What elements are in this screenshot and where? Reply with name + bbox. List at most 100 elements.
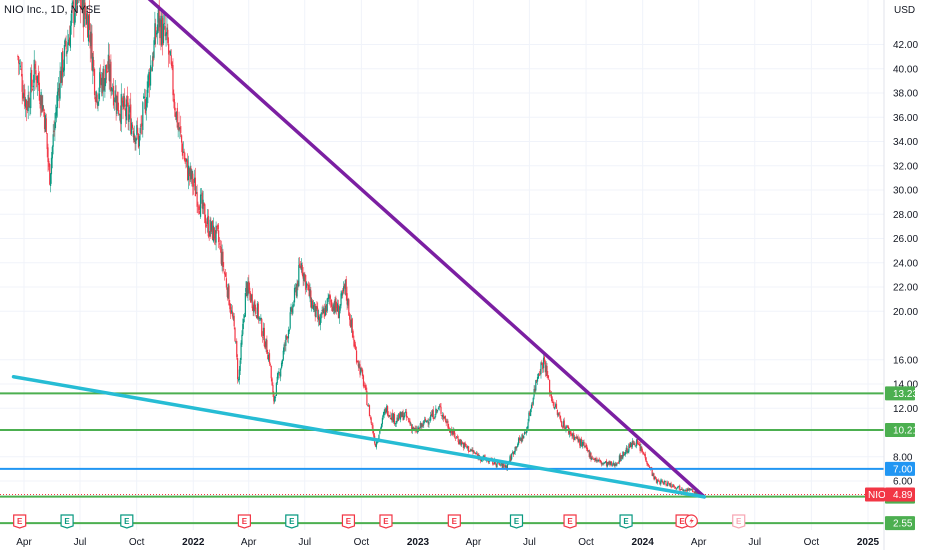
candle-body [693,491,695,495]
candle-body [84,2,86,15]
candle-body [142,102,144,131]
candle-body [321,310,323,312]
candle-body [61,52,63,83]
candle-body [470,449,472,451]
candle-body [94,97,97,102]
candle-body [422,424,424,426]
candle-body [557,413,559,416]
candle-body [19,65,22,67]
candle-body [167,29,169,43]
candle-body [37,76,39,84]
candle-body [313,302,315,308]
candle-body [401,412,403,417]
candle-body [682,490,684,492]
candle-body [52,134,54,147]
candle-body [362,375,365,387]
candle-body [293,304,295,306]
candle-body [660,480,662,485]
candle-body [131,122,133,135]
candle-body [112,89,114,92]
candle-body [363,385,365,387]
candle-body [147,75,149,93]
candle-body [141,123,143,127]
candle-body [153,40,155,58]
candle-body [568,430,571,435]
candle-body [400,412,402,418]
candle-body [670,483,672,487]
candle-body [611,461,613,466]
candle-body [393,414,396,425]
x-tick-label: 2022 [182,537,205,548]
candle-body [616,463,618,466]
candle-body [124,108,127,117]
candle-body [678,485,680,487]
candle-body [53,130,55,132]
candle-body [388,415,390,417]
candle-body [663,481,665,485]
candle-body [168,50,171,53]
candle-body [244,292,246,317]
candle-body [24,89,26,107]
candle-body [119,113,122,123]
candle-body [330,299,333,307]
candle-body [610,461,612,465]
candle-body [451,433,453,435]
candle-body [409,420,411,425]
candle-body [548,378,550,380]
candle-body [361,369,363,371]
candle-body [144,99,146,114]
candle-body [262,336,264,338]
candle-body [308,285,310,297]
candle-body [475,453,477,455]
candle-body [163,23,165,24]
candle-body [326,298,328,311]
candle-body [149,65,152,86]
candle-body [290,306,292,312]
candle-body [673,484,675,487]
candle-body [539,373,541,375]
candle-body [606,462,608,467]
candle-body [513,452,515,455]
candle-body [531,404,533,406]
candle-body [634,443,636,446]
candle-body [685,490,687,491]
candle-body [453,429,455,434]
earnings-event-letter: E [679,517,685,526]
candle-body [45,118,47,133]
candle-body [642,452,645,454]
candle-body [241,334,243,345]
candle-body [75,0,78,6]
candle-body [669,483,671,486]
candle-body [160,19,162,46]
candle-body [672,484,674,487]
candle-body [554,407,556,410]
candle-body [256,303,259,319]
candle-body [305,274,307,290]
candle-body [174,101,176,111]
candle-body [582,442,584,444]
candle-body [483,455,485,457]
candle-body [185,158,187,162]
x-tick-label: Apr [16,537,32,548]
candle-body [644,454,646,459]
candle-body [440,406,442,414]
y-tick-label: 30.00 [893,186,918,197]
candle-body [619,454,621,461]
candle-body [149,73,151,86]
candle-body [358,363,360,368]
candle-body [181,143,184,156]
candle-body [655,478,658,483]
candle-body [86,13,88,24]
x-tick-label: Jul [74,537,87,548]
candle-body [444,415,446,421]
currency-label[interactable]: USD [894,5,916,16]
candle-body [274,396,276,402]
candle-body [202,199,204,209]
candle-body [289,312,291,329]
candle-body [190,168,192,180]
candle-body [687,488,689,491]
candle-body [346,293,348,305]
